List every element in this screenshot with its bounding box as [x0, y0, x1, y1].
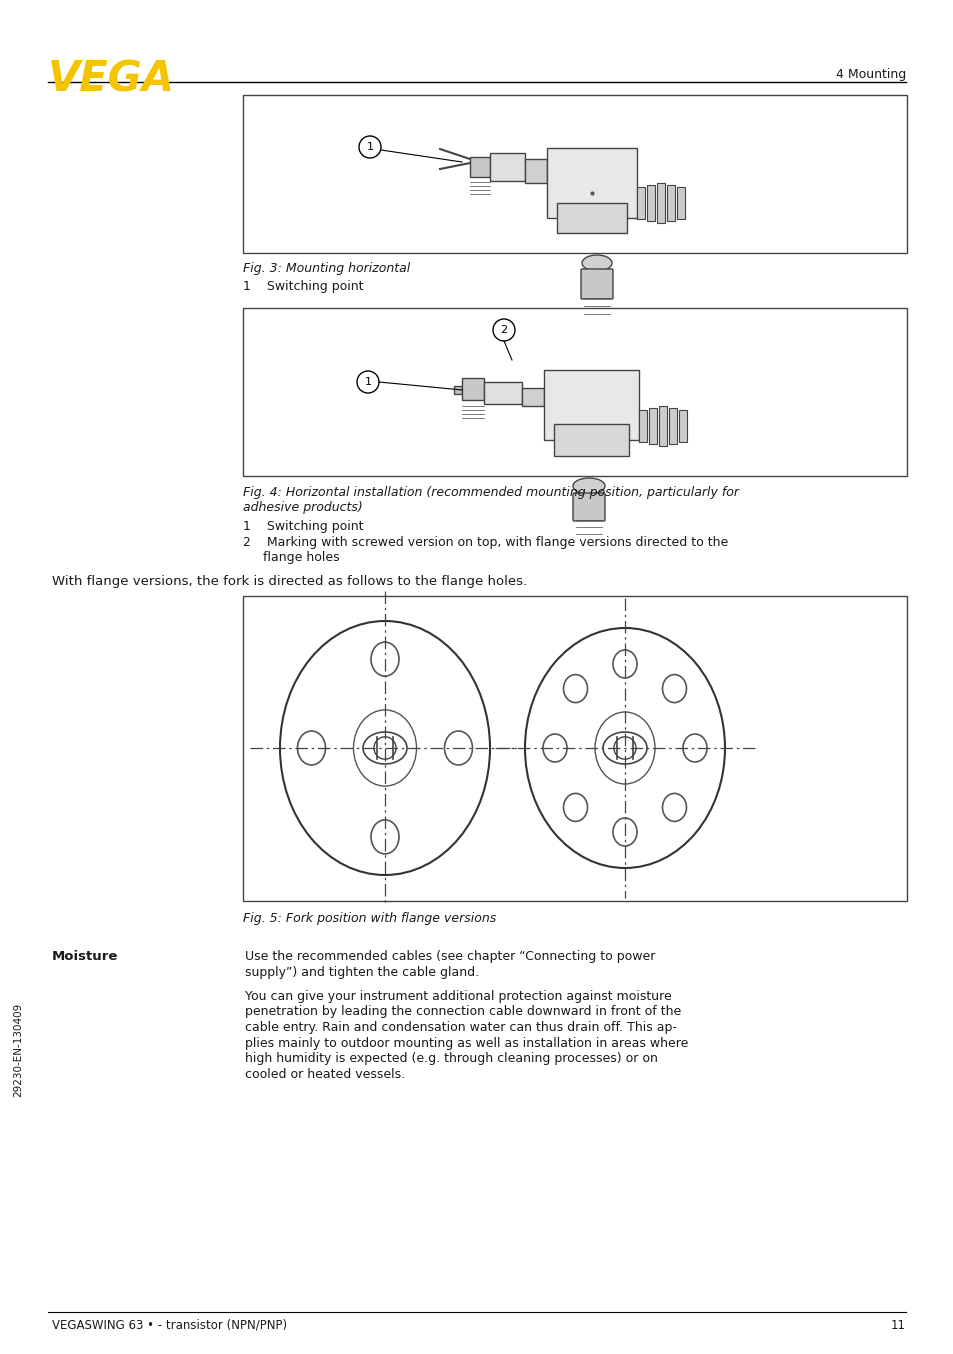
Text: 1: 1 [364, 376, 371, 387]
Text: 11: 11 [890, 1319, 905, 1332]
FancyBboxPatch shape [657, 183, 664, 223]
Text: You can give your instrument additional protection against moisture: You can give your instrument additional … [245, 990, 671, 1003]
FancyBboxPatch shape [677, 187, 684, 219]
Ellipse shape [573, 478, 604, 494]
FancyBboxPatch shape [679, 410, 686, 441]
FancyBboxPatch shape [580, 269, 613, 299]
FancyBboxPatch shape [490, 153, 524, 181]
Text: adhesive products): adhesive products) [243, 501, 362, 515]
FancyBboxPatch shape [554, 424, 628, 456]
FancyBboxPatch shape [454, 386, 461, 394]
Text: 29230-EN-130409: 29230-EN-130409 [13, 1003, 23, 1097]
Text: plies mainly to outdoor mounting as well as installation in areas where: plies mainly to outdoor mounting as well… [245, 1037, 688, 1049]
Text: 1: 1 [366, 142, 374, 152]
Text: VEGASWING 63 • - transistor (NPN/PNP): VEGASWING 63 • - transistor (NPN/PNP) [52, 1319, 287, 1332]
Text: Fig. 3: Mounting horizontal: Fig. 3: Mounting horizontal [243, 263, 410, 275]
FancyBboxPatch shape [646, 185, 655, 221]
Text: high humidity is expected (e.g. through cleaning processes) or on: high humidity is expected (e.g. through … [245, 1052, 658, 1066]
FancyBboxPatch shape [639, 410, 646, 441]
Text: With flange versions, the fork is directed as follows to the flange holes.: With flange versions, the fork is direct… [52, 575, 527, 588]
FancyBboxPatch shape [243, 95, 906, 253]
Text: cable entry. Rain and condensation water can thus drain off. This ap-: cable entry. Rain and condensation water… [245, 1021, 677, 1034]
FancyBboxPatch shape [470, 157, 490, 177]
Text: Moisture: Moisture [52, 951, 118, 963]
Text: 1    Switching point: 1 Switching point [243, 280, 363, 292]
FancyBboxPatch shape [659, 406, 666, 445]
Text: Fig. 4: Horizontal installation (recommended mounting position, particularly for: Fig. 4: Horizontal installation (recomme… [243, 486, 739, 500]
FancyBboxPatch shape [573, 493, 604, 521]
Text: cooled or heated vessels.: cooled or heated vessels. [245, 1067, 405, 1080]
FancyBboxPatch shape [524, 158, 546, 183]
Text: VEGA: VEGA [48, 58, 174, 100]
Text: 2    Marking with screwed version on top, with flange versions directed to the: 2 Marking with screwed version on top, w… [243, 536, 727, 548]
FancyBboxPatch shape [521, 389, 543, 406]
Text: Use the recommended cables (see chapter “Connecting to power: Use the recommended cables (see chapter … [245, 951, 655, 963]
Text: supply”) and tighten the cable gland.: supply”) and tighten the cable gland. [245, 965, 478, 979]
FancyBboxPatch shape [543, 370, 639, 440]
FancyBboxPatch shape [243, 307, 906, 477]
FancyBboxPatch shape [546, 148, 637, 218]
FancyBboxPatch shape [637, 187, 644, 219]
Text: 1    Switching point: 1 Switching point [243, 520, 363, 533]
Text: flange holes: flange holes [243, 551, 339, 565]
FancyBboxPatch shape [461, 378, 483, 399]
Ellipse shape [581, 255, 612, 271]
FancyBboxPatch shape [666, 185, 675, 221]
Text: 4 Mounting: 4 Mounting [835, 68, 905, 81]
FancyBboxPatch shape [668, 408, 677, 444]
Text: penetration by leading the connection cable downward in front of the: penetration by leading the connection ca… [245, 1006, 680, 1018]
Text: 2: 2 [500, 325, 507, 334]
FancyBboxPatch shape [648, 408, 657, 444]
FancyBboxPatch shape [483, 382, 521, 403]
Text: Fig. 5: Fork position with flange versions: Fig. 5: Fork position with flange versio… [243, 913, 496, 925]
FancyBboxPatch shape [557, 203, 626, 233]
FancyBboxPatch shape [243, 596, 906, 900]
